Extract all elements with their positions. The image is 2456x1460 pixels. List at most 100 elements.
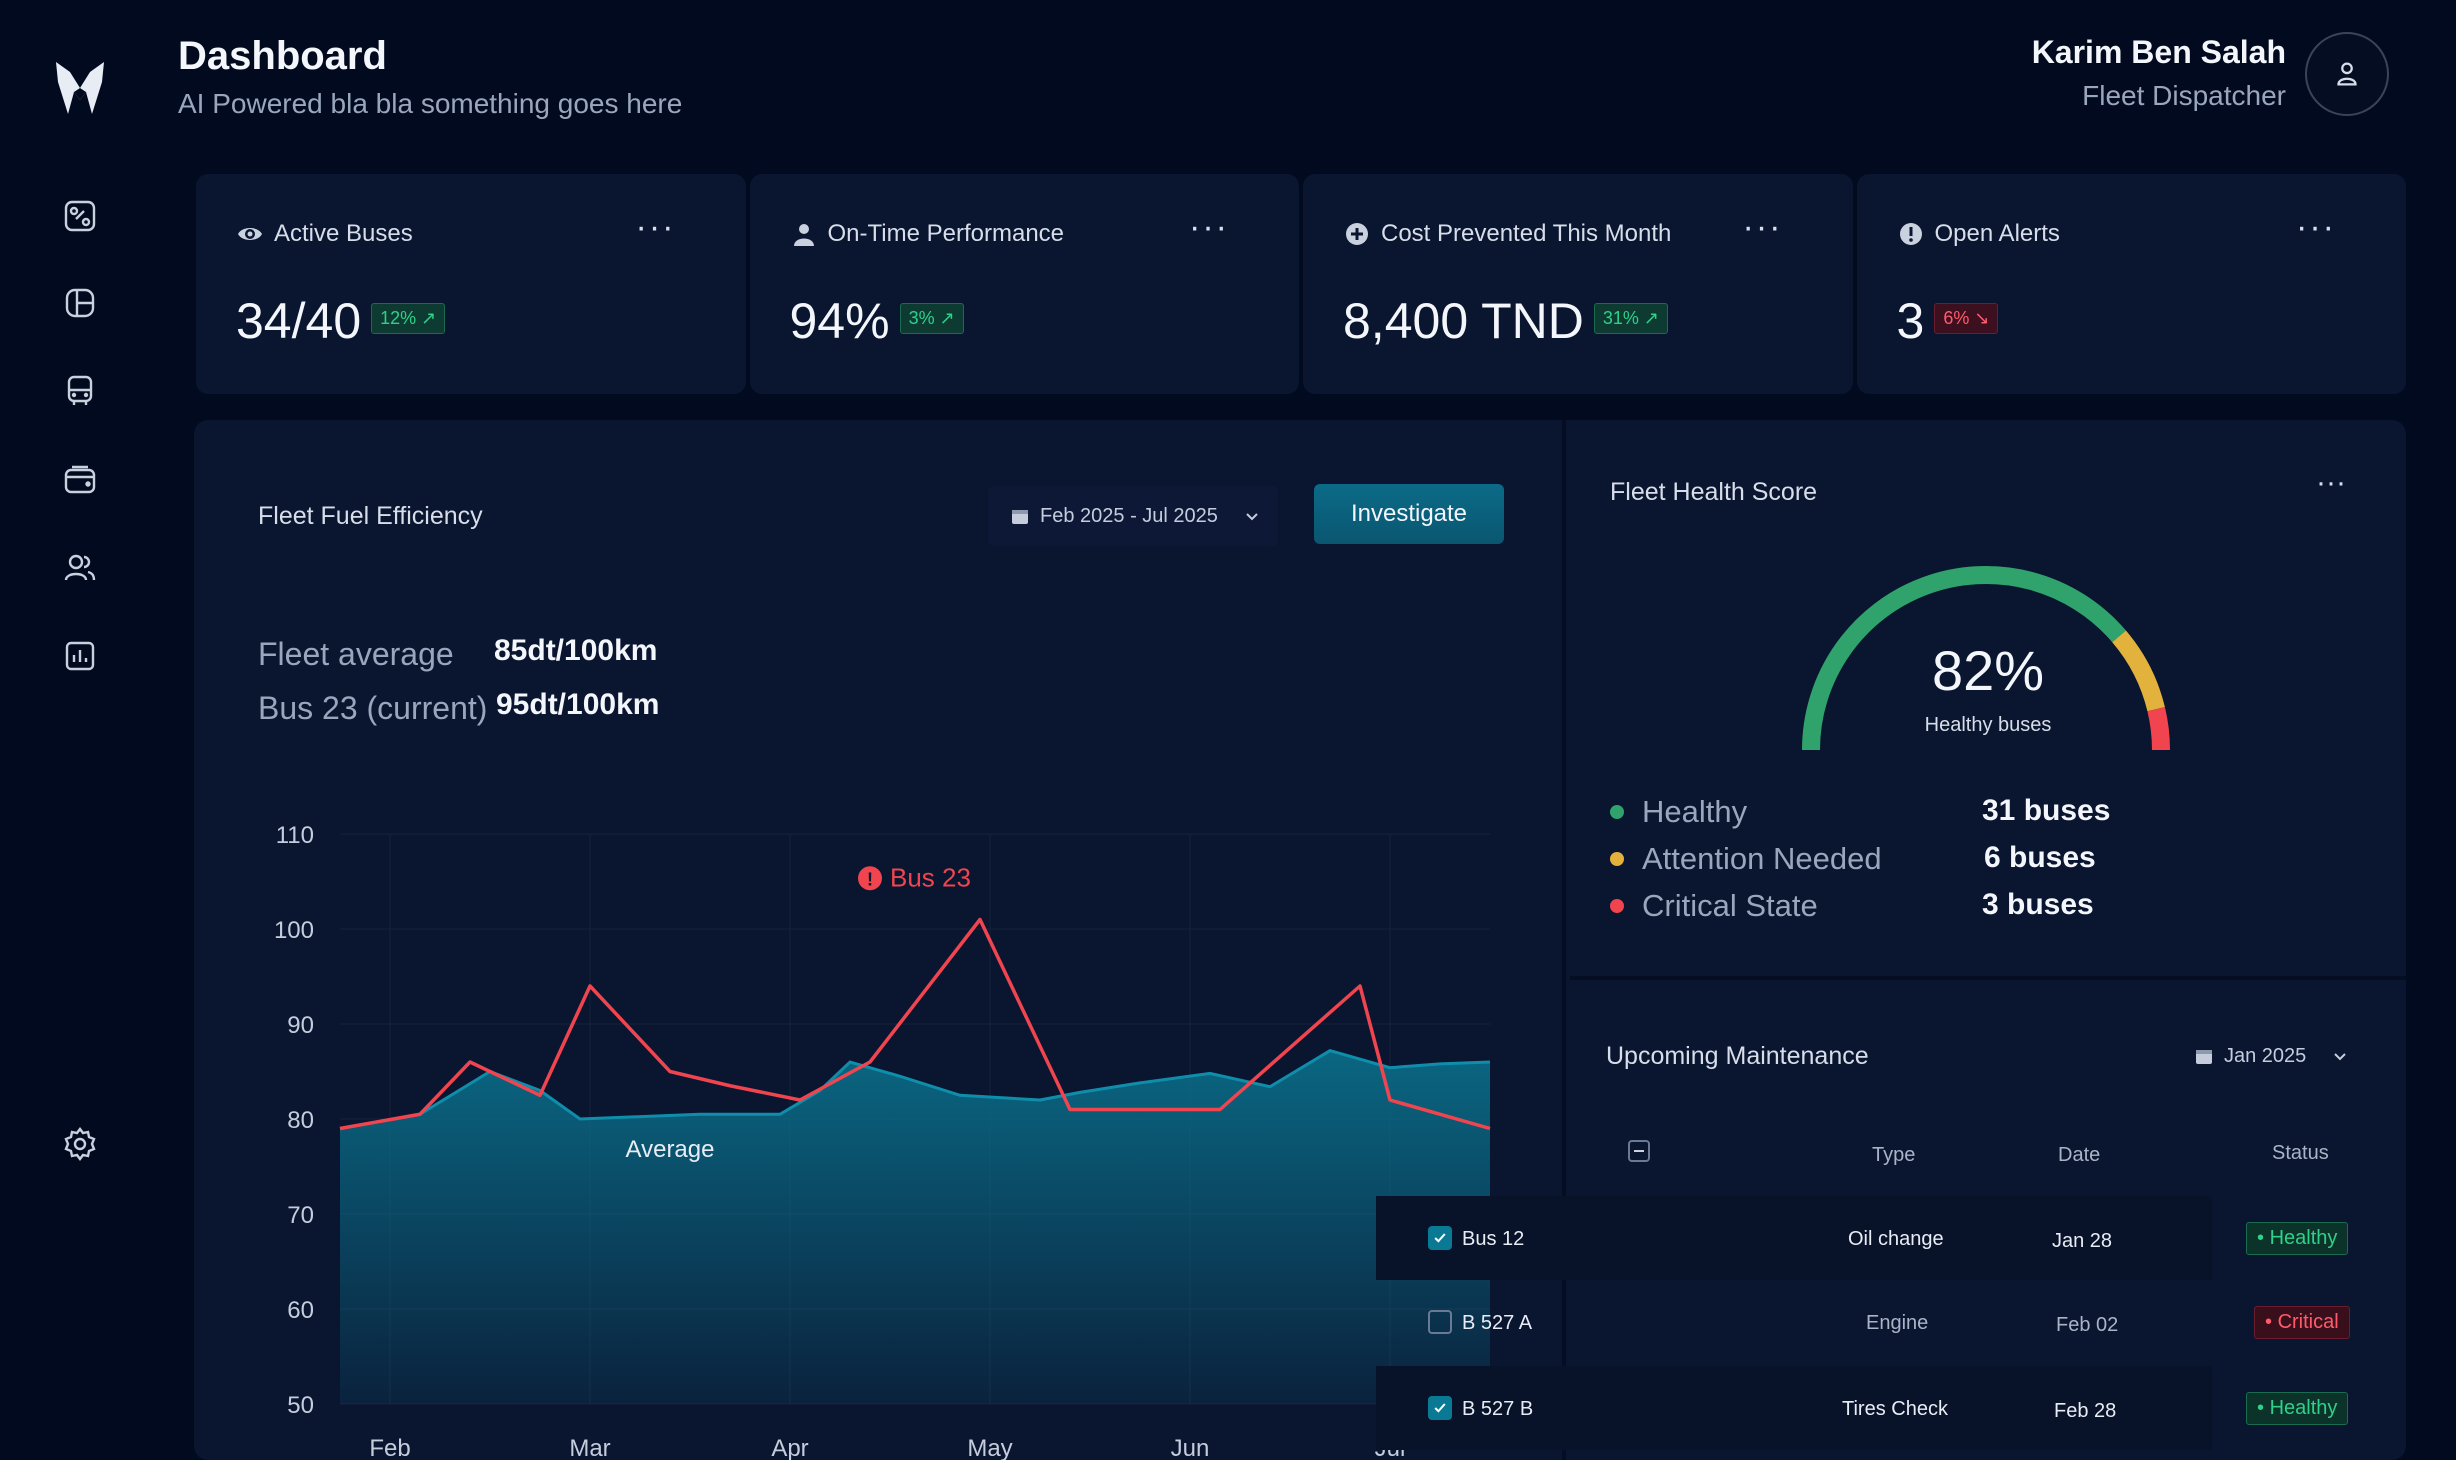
- change-badge: 12% ↗: [371, 303, 446, 335]
- change-badge: 3% ↗: [899, 303, 964, 335]
- fuel-efficiency-card: 1101009080706050FebMarAprMayJunJul!Bus 2…: [194, 420, 1566, 1460]
- bus-cell: Bus 12: [1462, 1228, 1525, 1250]
- card-title: Fleet Fuel Efficiency: [258, 502, 483, 530]
- chart-annotation: Bus 23: [890, 862, 971, 892]
- date-cell: Feb 28: [2054, 1400, 2117, 1422]
- fleet-average-value: 85dt/100km: [494, 634, 658, 667]
- more-options-icon[interactable]: ···: [635, 208, 676, 246]
- gauge-segment-attention: [2112, 630, 2165, 712]
- type-cell: Oil change: [1848, 1228, 1944, 1250]
- chevron-down-icon: [2334, 1053, 2347, 1061]
- x-tick-label: Apr: [771, 1435, 808, 1460]
- legend-item-attention: Attention Needed: [1610, 841, 1882, 877]
- fleet-average-label: Fleet average: [258, 636, 454, 672]
- kpi-card-active-buses: Active Buses ··· 34/40 12% ↗: [196, 174, 746, 394]
- more-options-icon[interactable]: ···: [2296, 208, 2336, 246]
- legend-count: 31 buses: [1982, 794, 2111, 827]
- column-header-date[interactable]: Date: [2058, 1144, 2101, 1166]
- alert-icon: [858, 866, 882, 891]
- bus-icon[interactable]: [58, 369, 102, 413]
- calendar-icon: [2196, 1050, 2212, 1064]
- column-header-type[interactable]: Type: [1872, 1144, 1916, 1166]
- column-header-status[interactable]: Status: [2272, 1142, 2329, 1164]
- status-badge: • Critical: [2254, 1306, 2350, 1339]
- date-range-select[interactable]: Feb 2025 - Jul 2025: [988, 486, 1278, 546]
- more-options-icon[interactable]: ···: [1742, 208, 1783, 246]
- type-cell: Engine: [1866, 1312, 1929, 1334]
- kpi-card-on-time: On-Time Performance ··· 94% 3% ↗: [749, 174, 1299, 394]
- app-logo[interactable]: [52, 58, 108, 116]
- users-icon[interactable]: [58, 546, 102, 590]
- bus-current-value: 95dt/100km: [496, 688, 660, 721]
- kpi-card-cost-prevented: Cost Prevented This Month ··· 8,400 TND 3…: [1303, 174, 1853, 394]
- row-checkbox[interactable]: [1428, 1226, 1452, 1250]
- table-row[interactable]: B 527 B Tires Check Feb 28 • Healthy: [1376, 1366, 2349, 1450]
- health-score-label: Healthy buses: [1924, 714, 2052, 736]
- kpi-label: Open Alerts: [1934, 220, 2060, 247]
- table-row[interactable]: Bus 12 Oil change Jan 28 • Healthy: [1376, 1196, 2349, 1280]
- user-avatar-icon: [2337, 62, 2357, 86]
- fuel-efficiency-chart: 1101009080706050FebMarAprMayJunJul!Bus 2…: [274, 822, 1491, 1460]
- layout-icon[interactable]: [58, 281, 102, 325]
- y-tick-label: 60: [287, 1297, 314, 1324]
- y-tick-label: 70: [287, 1202, 314, 1229]
- kpi-label: On-Time Performance: [827, 220, 1065, 247]
- series-line-bus-23: [339, 917, 1491, 1131]
- settings-icon[interactable]: [58, 1122, 102, 1166]
- table-row[interactable]: B 527 A Engine Feb 02 • Critical: [1376, 1280, 2350, 1364]
- user-name: Karim Ben Salah: [2031, 34, 2286, 70]
- report-chart-icon[interactable]: [58, 634, 102, 678]
- kpi-value: 34/40: [236, 293, 362, 349]
- chevron-down-icon: [1246, 513, 1258, 521]
- select-all-checkbox[interactable]: [1628, 1140, 1650, 1162]
- status-badge: • Healthy: [2246, 1222, 2349, 1255]
- change-badge: 31% ↗: [1593, 303, 1668, 335]
- status-badge: • Healthy: [2246, 1392, 2349, 1425]
- maintenance-date-select[interactable]: Jan 2025: [2180, 1028, 2356, 1084]
- more-options-icon[interactable]: ···: [2316, 466, 2346, 499]
- date-cell: Jan 28: [2052, 1230, 2113, 1252]
- row-checkbox[interactable]: [1428, 1396, 1452, 1420]
- fleet-health-card: Fleet Health Score ··· 82% Healthy buses…: [1570, 420, 2406, 980]
- kpi-value: 3: [1896, 293, 1925, 349]
- kpi-card-open-alerts: Open Alerts ··· 3 6% ↘: [1856, 174, 2406, 394]
- x-tick-label: Jun: [1171, 1435, 1210, 1460]
- x-tick-label: Mar: [569, 1435, 610, 1460]
- check-icon: [1434, 1403, 1446, 1413]
- health-score-value: 82%: [1931, 639, 2045, 702]
- avatar[interactable]: [2305, 32, 2389, 116]
- card-title: Upcoming Maintenance: [1606, 1042, 1869, 1070]
- dot-icon: [1610, 899, 1624, 913]
- sidebar: [0, 0, 160, 1456]
- health-gauge: [1802, 566, 2170, 751]
- kpi-label: Active Buses: [274, 220, 413, 247]
- legend-count: 6 buses: [1984, 841, 2096, 874]
- gauge-segment-critical: [2147, 707, 2170, 751]
- y-tick-label: 80: [287, 1107, 314, 1134]
- kpi-label: Cost Prevented This Month: [1381, 220, 1672, 247]
- maintenance-date-value: Jan 2025: [2224, 1044, 2307, 1067]
- kpi-value: 8,400 TND: [1343, 293, 1584, 349]
- chart-annotation: Average: [626, 1136, 715, 1163]
- type-cell: Tires Check: [1842, 1398, 1948, 1420]
- check-icon: [1434, 1233, 1446, 1243]
- y-tick-label: 100: [274, 917, 314, 944]
- investigate-button[interactable]: Investigate: [1314, 484, 1504, 544]
- bus-current-label: Bus 23 (current): [258, 690, 488, 726]
- page-title: Dashboard: [178, 34, 387, 78]
- route-icon[interactable]: [58, 194, 102, 238]
- kpi-row: Active Buses ··· 34/40 12% ↗ On-Time Perf…: [196, 174, 2406, 394]
- card-title: Fleet Health Score: [1610, 478, 1818, 506]
- more-options-icon[interactable]: ···: [1189, 208, 1229, 246]
- date-range-value: Feb 2025 - Jul 2025: [1040, 504, 1218, 527]
- alert-icon-glyph: !: [867, 869, 873, 889]
- wallet-icon[interactable]: [58, 458, 102, 502]
- series-line-average: [339, 1048, 1491, 1130]
- x-tick-label: May: [967, 1435, 1012, 1460]
- calendar-icon: [1012, 510, 1028, 524]
- y-tick-label: 90: [287, 1012, 314, 1039]
- dot-icon: [1610, 805, 1624, 819]
- legend-count: 3 buses: [1982, 888, 2094, 921]
- kpi-value: 94%: [789, 293, 890, 349]
- row-checkbox[interactable]: [1428, 1310, 1452, 1334]
